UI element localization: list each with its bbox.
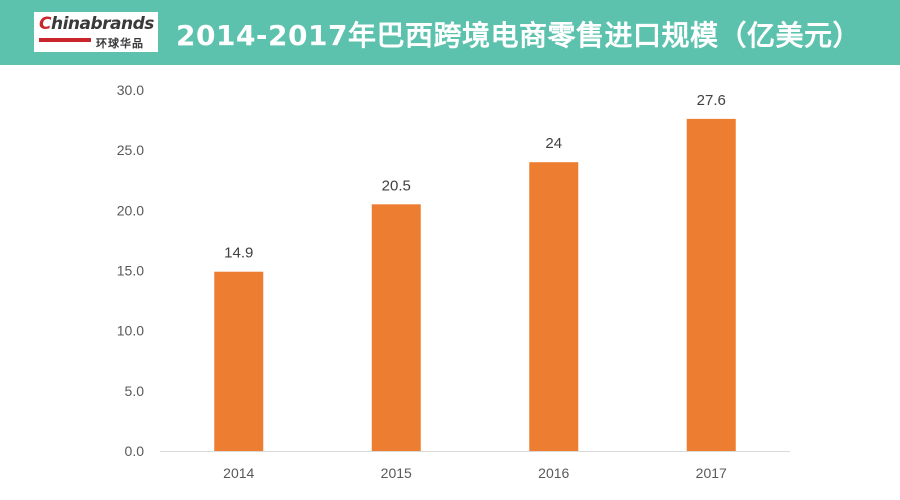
y-tick-label: 20.0 xyxy=(117,202,144,218)
logo-wordmark: Chinabrands xyxy=(39,14,154,34)
logo-word-rest: hinabrands xyxy=(50,14,154,34)
y-tick-label: 0.0 xyxy=(125,443,145,459)
data-label: 20.5 xyxy=(382,177,411,194)
y-tick-label: 10.0 xyxy=(117,323,144,339)
y-tick-label: 5.0 xyxy=(125,383,145,399)
x-tick-label: 2014 xyxy=(223,465,254,481)
bar xyxy=(214,271,264,451)
data-label: 24 xyxy=(545,135,562,152)
y-tick-label: 15.0 xyxy=(117,263,144,279)
data-label: 27.6 xyxy=(697,92,726,109)
bar xyxy=(686,118,736,451)
bar-chart: 0.0 5.0 10.0 15.0 20.0 25.0 30.0 14.9 2014 20.5 20… xyxy=(117,82,790,481)
logo-underline xyxy=(39,38,91,42)
x-tick-label: 2017 xyxy=(696,465,727,481)
bar xyxy=(371,204,421,451)
logo-letter-c: C xyxy=(39,14,51,34)
bar xyxy=(529,162,579,451)
data-label: 14.9 xyxy=(224,245,253,262)
x-tick-label: 2015 xyxy=(381,465,412,481)
y-tick-label: 25.0 xyxy=(117,142,144,158)
title-bar: Chinabrands 环球华品 2014-2017年巴西跨境电商零售进口规模（… xyxy=(0,0,900,65)
page-title: 2014-2017年巴西跨境电商零售进口规模（亿美元） xyxy=(176,19,861,52)
x-tick-label: 2016 xyxy=(538,465,569,481)
y-tick-label: 30.0 xyxy=(117,82,144,98)
chinabrands-logo: Chinabrands 环球华品 xyxy=(34,12,158,52)
logo-chinese-name: 环球华品 xyxy=(96,37,144,50)
